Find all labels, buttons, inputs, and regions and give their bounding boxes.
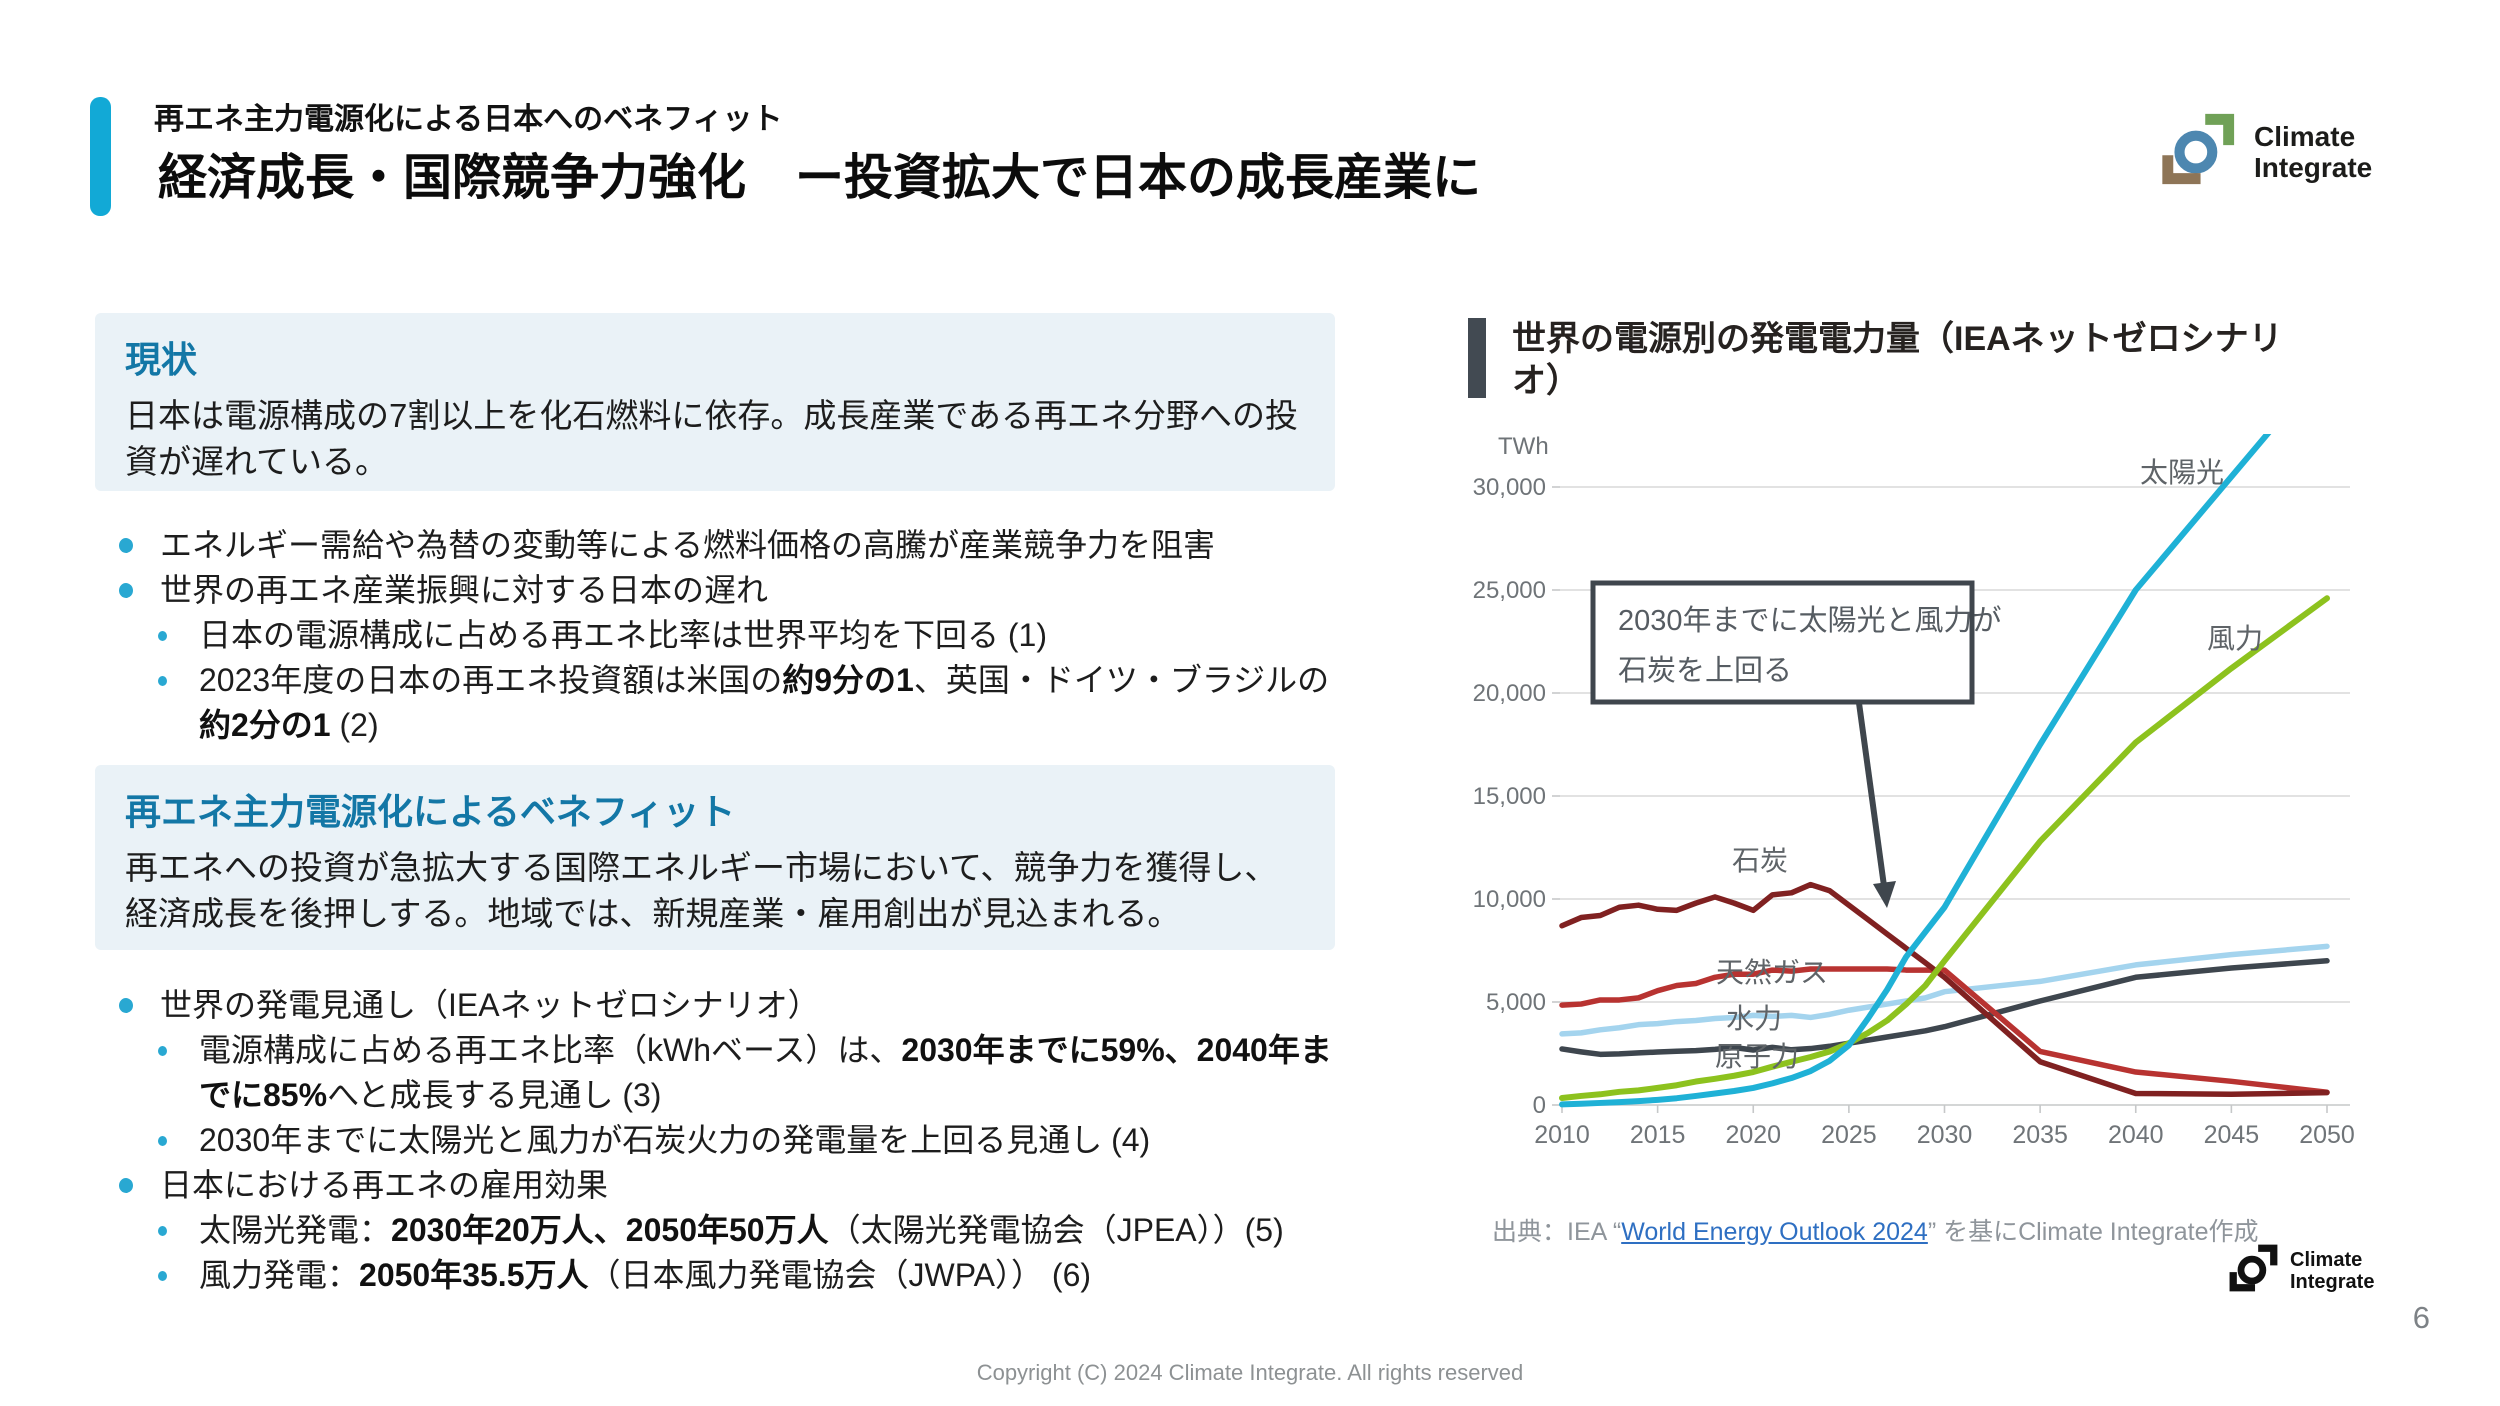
svg-text:2035: 2035 [2012, 1121, 2068, 1149]
svg-text:天然ガス: 天然ガス [1716, 957, 1828, 988]
svg-text:2025: 2025 [1821, 1121, 1877, 1149]
climate-integrate-logo: Climate Integrate [2160, 110, 2372, 193]
svg-text:2045: 2045 [2204, 1121, 2260, 1149]
slide-subtitle: 再エネ主力電源化による日本へのベネフィット [154, 103, 783, 136]
svg-text:2015: 2015 [1630, 1121, 1686, 1149]
copyright-text: Copyright (C) 2024 Climate Integrate. Al… [976, 1360, 1524, 1385]
svg-text:太陽光: 太陽光 [2140, 457, 2224, 488]
svg-text:2040: 2040 [2108, 1121, 2164, 1149]
svg-text:TWh: TWh [1498, 433, 1549, 460]
status-body: 日本は電源構成の7割以上を化石燃料に依存。成長産業である再エネ分野への投資が遅れ… [125, 397, 1299, 480]
bullet-item: 世界の発電見通し（IEAネットゼロシナリオ） [95, 983, 1345, 1028]
climate-integrate-logo-small: Climate Integrate [2228, 1242, 2374, 1299]
logo-small-wordmark: Climate Integrate [2290, 1248, 2375, 1293]
svg-text:石炭: 石炭 [1732, 845, 1788, 876]
svg-text:風力: 風力 [2207, 623, 2263, 654]
benefit-body: 再エネへの投資が急拡大する国際エネルギー市場において、競争力を獲得し、経済成長を… [125, 849, 1278, 932]
svg-text:5,000: 5,000 [1486, 989, 1546, 1016]
svg-text:2010: 2010 [1534, 1121, 1590, 1149]
page-number: 6 [2412, 1300, 2430, 1335]
svg-text:2030年までに太陽光と風力が: 2030年までに太陽光と風力が [1618, 604, 2002, 637]
svg-text:15,000: 15,000 [1473, 783, 1546, 810]
svg-text:0: 0 [1533, 1092, 1546, 1119]
benefit-heading: 再エネ主力電源化によるベネフィット [125, 791, 736, 832]
sub-bullet-item: 2023年度の日本の再エネ投資額は米国の約9分の1、英国・ドイツ・ブラジルの約2… [95, 658, 1345, 748]
svg-text:2020: 2020 [1725, 1121, 1781, 1149]
current-issues-list: エネルギー需給や為替の変動等による燃料価格の高騰が産業競争力を阻害 世界の再エネ産… [95, 523, 1345, 748]
bullet-item: エネルギー需給や為替の変動等による燃料価格の高騰が産業競争力を阻害 [95, 523, 1345, 568]
svg-text:原子力: 原子力 [1715, 1041, 1799, 1072]
svg-text:2050: 2050 [2299, 1121, 2355, 1149]
bullet-item: 世界の再エネ産業振興に対する日本の遅れ [95, 568, 1345, 613]
svg-text:2030: 2030 [1917, 1121, 1973, 1149]
svg-text:25,000: 25,000 [1473, 577, 1546, 604]
svg-text:20,000: 20,000 [1473, 680, 1546, 707]
status-box: 現状 日本は電源構成の7割以上を化石燃料に依存。成長産業である再エネ分野への投資… [95, 313, 1335, 491]
svg-text:水力: 水力 [1726, 1003, 1782, 1034]
sub-bullet-item: 2030年までに太陽光と風力が石炭火力の発電量を上回る見通し (4) [95, 1118, 1345, 1163]
chart-title: 世界の電源別の発電電力量（IEAネットゼロシナリオ） [1512, 320, 2283, 400]
chart-source: 出典：IEA “World Energy Outlook 2024” を基にCl… [1492, 1218, 2259, 1246]
benefit-box: 再エネ主力電源化によるベネフィット 再エネへの投資が急拡大する国際エネルギー市場… [95, 765, 1335, 950]
climate-integrate-logo-icon [2160, 110, 2238, 193]
generation-chart: TWh 0 5,000 10,000 15,000 20,000 25,000 30,000 2… [1470, 420, 2430, 1160]
logo-wordmark: Climate Integrate [2254, 120, 2373, 183]
svg-text:10,000: 10,000 [1473, 886, 1546, 913]
svg-text:石炭を上回る: 石炭を上回る [1618, 655, 1792, 687]
title-accent-bar [90, 97, 111, 216]
svg-text:30,000: 30,000 [1473, 474, 1546, 501]
sub-bullet-item: 太陽光発電：2030年20万人、2050年50万人（太陽光発電協会（JPEA））… [95, 1208, 1345, 1253]
climate-integrate-logo-small-icon [2228, 1242, 2280, 1299]
slide-title: 経済成長・国際競争力強化 ー投資拡大で日本の成長産業に [158, 151, 1482, 205]
sub-bullet-item: 風力発電：2050年35.5万人（日本風力発電協会（JWPA）） (6) [95, 1253, 1345, 1298]
benefit-details-list: 世界の発電見通し（IEAネットゼロシナリオ） 電源構成に占める再エネ比率（kWhベ… [95, 983, 1345, 1298]
sub-bullet-item: 日本の電源構成に占める再エネ比率は世界平均を下回る (1) [95, 613, 1345, 658]
status-heading: 現状 [125, 339, 198, 380]
chart-header: 世界の電源別の発電電力量（IEAネットゼロシナリオ） [1468, 318, 2312, 402]
source-link[interactable]: World Energy Outlook 2024 [1621, 1218, 1928, 1246]
sub-bullet-item: 電源構成に占める再エネ比率（kWhベース）は、2030年までに59%、2040年… [95, 1028, 1345, 1118]
bullet-item: 日本における再エネの雇用効果 [95, 1163, 1345, 1208]
chart-title-marker [1468, 318, 1486, 398]
